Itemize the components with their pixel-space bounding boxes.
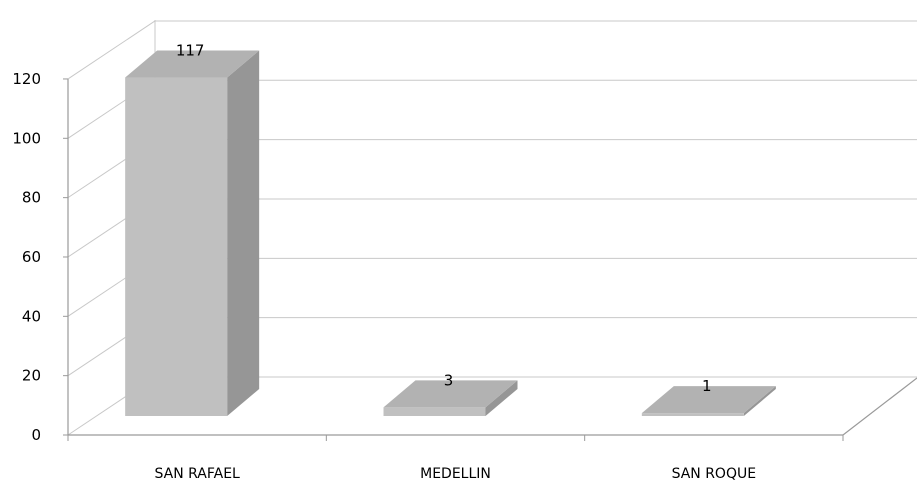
x-category-label: MEDELLIN [420, 466, 491, 482]
y-tick-label: 0 [31, 426, 41, 444]
data-label: 3 [444, 371, 454, 389]
y-tick-label: 80 [22, 189, 41, 207]
bar-side-2 [743, 386, 776, 416]
data-label: 117 [176, 42, 205, 60]
bar-1 [383, 407, 486, 416]
bars [125, 50, 776, 416]
bar-side-0 [227, 50, 260, 416]
gridlines [67, 19, 917, 436]
y-tick-label: 20 [22, 367, 41, 385]
x-category-label: SAN ROQUE [672, 466, 757, 482]
y-tick-label: 100 [12, 129, 41, 147]
bar-top-2 [641, 386, 776, 414]
floor-right-edge [842, 377, 917, 436]
y-tick-label: 40 [22, 307, 41, 325]
bar-top-1 [383, 380, 518, 408]
side-gridline-120 [67, 20, 156, 80]
bar-side-1 [485, 380, 518, 416]
axes [63, 78, 844, 441]
data-label: 1 [702, 377, 712, 395]
labels: 0 20 40 60 80 100 120 117 SAN RAFAEL 3 MEDELLIN 1 SA… [12, 42, 756, 482]
y-tick-label: 60 [22, 248, 41, 266]
bar-top-0 [125, 50, 260, 78]
x-category-label: SAN RAFAEL [154, 466, 240, 482]
bar-0 [125, 77, 228, 416]
bar-2 [641, 413, 744, 416]
y-tick-label: 120 [12, 70, 41, 88]
